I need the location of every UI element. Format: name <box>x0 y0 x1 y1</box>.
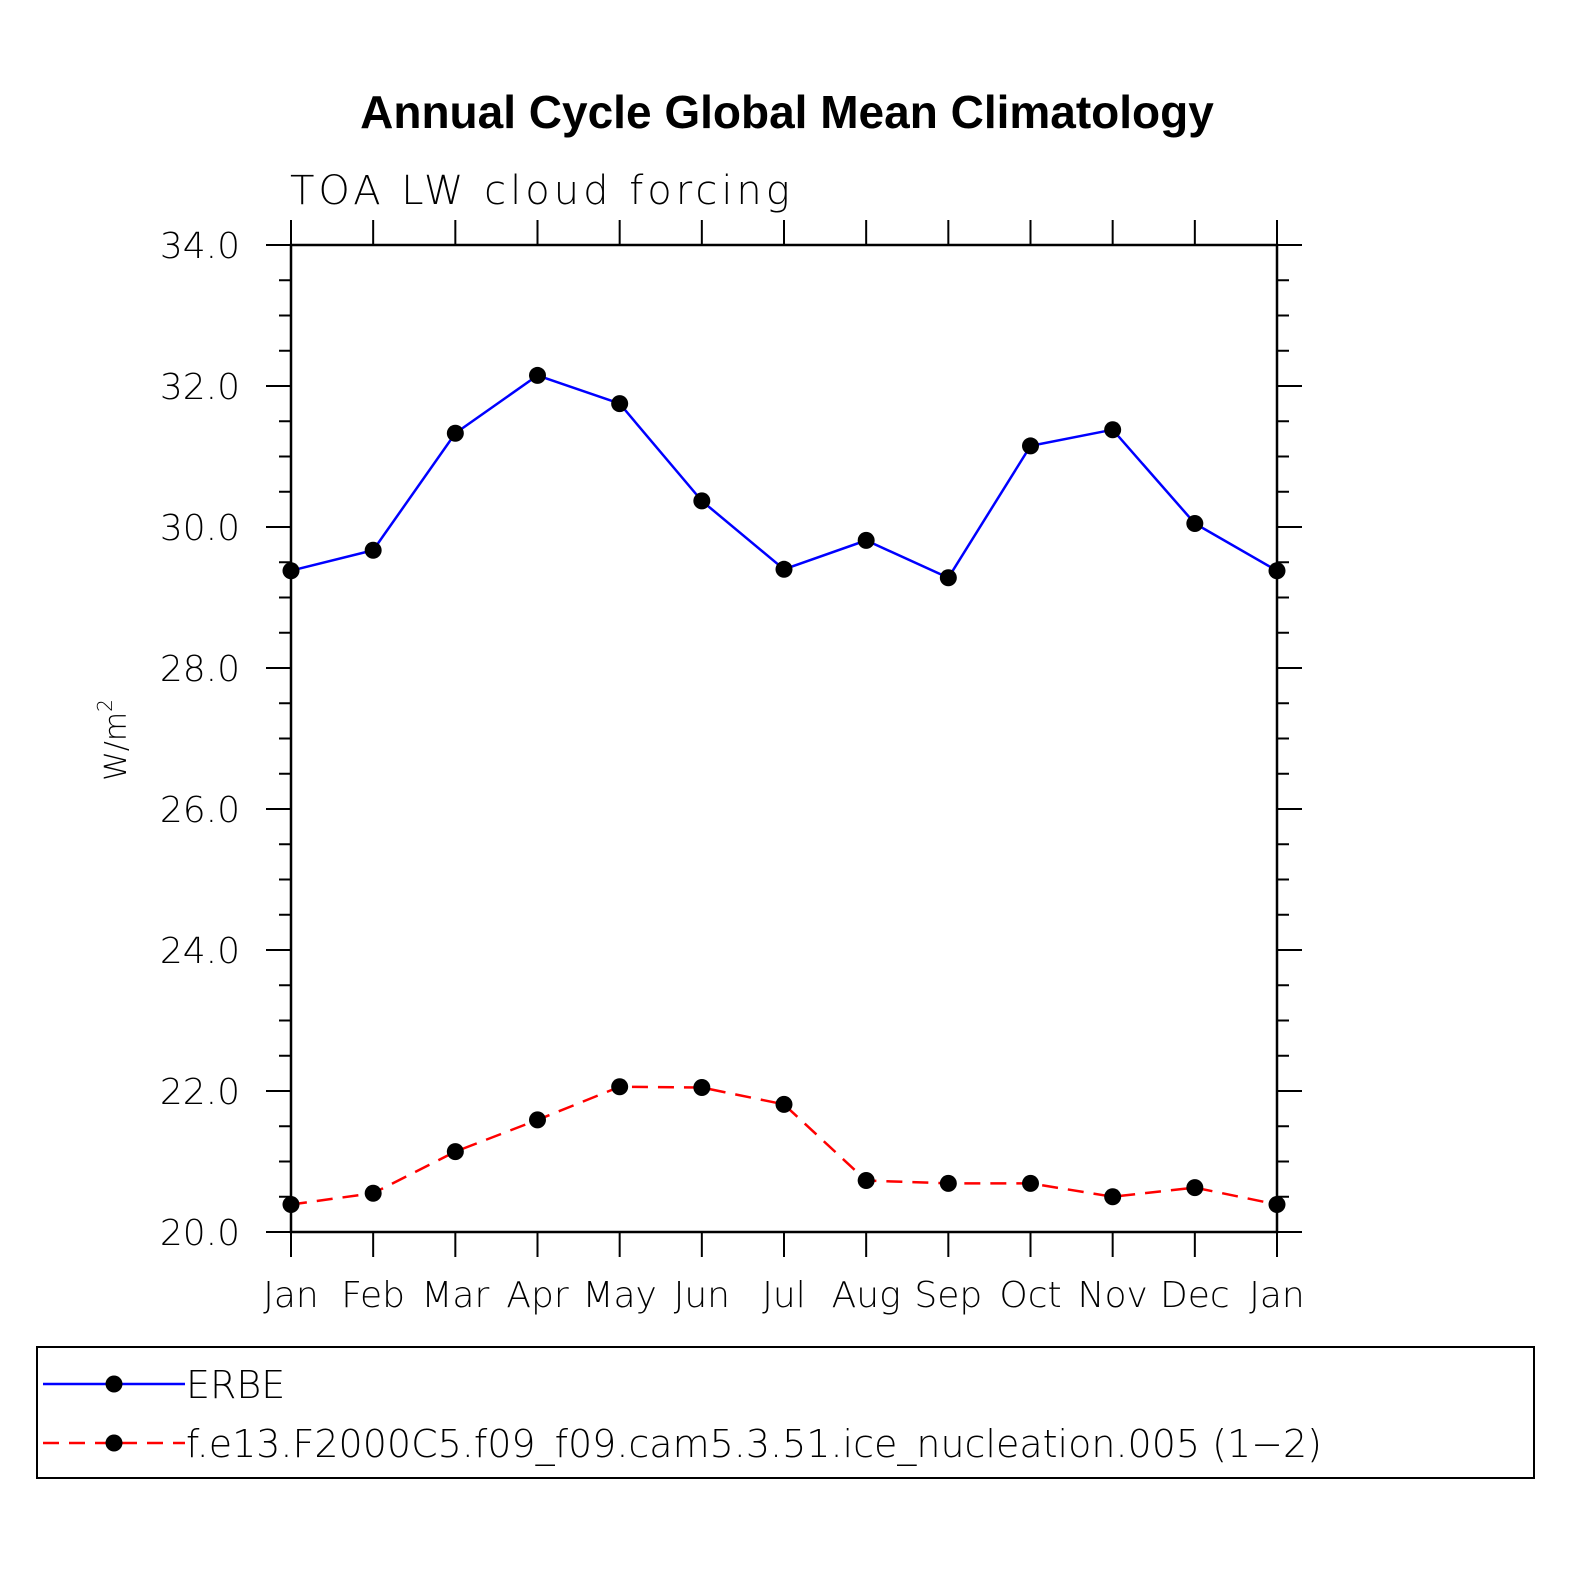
y-axis-label: W/m2 <box>93 699 134 781</box>
y-axis-label-base: W/m <box>99 712 134 781</box>
data-point <box>611 395 629 413</box>
x-tick-label: Jun <box>674 1275 730 1316</box>
data-point <box>446 424 464 442</box>
data-point <box>857 531 875 549</box>
plot-axes <box>266 220 1302 1257</box>
y-tick-labels: 20.0 22.0 24.0 26.0 28.0 30.0 32.0 34.0 <box>160 226 240 1254</box>
x-tick-label: Oct <box>999 1275 1061 1316</box>
data-point <box>1104 1188 1122 1206</box>
x-tick-label: Apr <box>506 1275 568 1316</box>
legend-label: ERBE <box>186 1363 285 1407</box>
data-point <box>446 1143 464 1161</box>
data-point <box>1186 1179 1204 1197</box>
data-point <box>1186 514 1204 532</box>
data-point <box>282 562 300 580</box>
plot-frame <box>289 243 1279 1234</box>
y-axis-label-superscript: 2 <box>93 699 117 712</box>
x-tick-labels: Jan Feb Mar Apr May Jun Jul Aug Sep Oct Nov Dec Jan <box>263 1275 1305 1316</box>
data-point <box>775 1095 793 1113</box>
data-point <box>939 1174 957 1192</box>
data-point <box>529 1111 546 1129</box>
data-point <box>364 541 382 559</box>
data-point <box>364 1184 382 1202</box>
chart-subtitle: TOA LW cloud forcing <box>290 168 794 214</box>
data-point <box>775 560 793 578</box>
data-point <box>1268 1196 1286 1214</box>
legend-marker <box>105 1434 123 1452</box>
series-2 <box>282 1078 1286 1214</box>
series-1 <box>282 366 1286 587</box>
x-tick-label: May <box>582 1275 656 1316</box>
x-tick-label: Sep <box>914 1275 982 1316</box>
x-tick-label: Jan <box>263 1275 319 1316</box>
data-point <box>1022 437 1039 455</box>
data-point <box>693 1078 711 1096</box>
y-tick-label: 30.0 <box>160 508 240 549</box>
series-line <box>290 374 1278 580</box>
y-tick-label: 22.0 <box>160 1072 240 1113</box>
data-point <box>611 1078 629 1096</box>
y-tick-label: 28.0 <box>160 649 240 690</box>
data-point <box>1022 1174 1039 1192</box>
data-point <box>939 569 957 587</box>
data-point <box>857 1172 875 1190</box>
y-tick-label: 20.0 <box>160 1213 240 1254</box>
y-tick-label: 26.0 <box>160 790 240 831</box>
x-tick-label: Jan <box>1249 1275 1305 1316</box>
x-tick-label: Jul <box>762 1275 805 1316</box>
x-tick-label: Dec <box>1160 1275 1230 1316</box>
y-tick-label: 24.0 <box>160 931 240 972</box>
data-point <box>693 492 711 510</box>
data-point <box>1268 562 1286 580</box>
legend-box <box>36 1346 1535 1479</box>
data-point <box>1104 421 1122 439</box>
legend-marker <box>105 1375 123 1393</box>
series-layer <box>282 366 1286 1214</box>
x-tick-label: Feb <box>341 1275 405 1316</box>
x-tick-label: Aug <box>832 1275 901 1316</box>
y-tick-label: 34.0 <box>160 226 240 267</box>
data-point <box>282 1196 300 1214</box>
data-point <box>529 366 546 384</box>
y-tick-label: 32.0 <box>160 367 240 408</box>
legend: ERBE f.e13.F2000C5.f09_f09.cam5.3.51.ice_… <box>36 1346 1535 1479</box>
x-tick-label: Mar <box>421 1275 489 1316</box>
chart-title: Annual Cycle Global Mean Climatology <box>360 86 1214 138</box>
x-tick-label: Nov <box>1078 1275 1148 1316</box>
legend-label: f.e13.F2000C5.f09_f09.cam5.3.51.ice_nucl… <box>186 1422 1322 1467</box>
